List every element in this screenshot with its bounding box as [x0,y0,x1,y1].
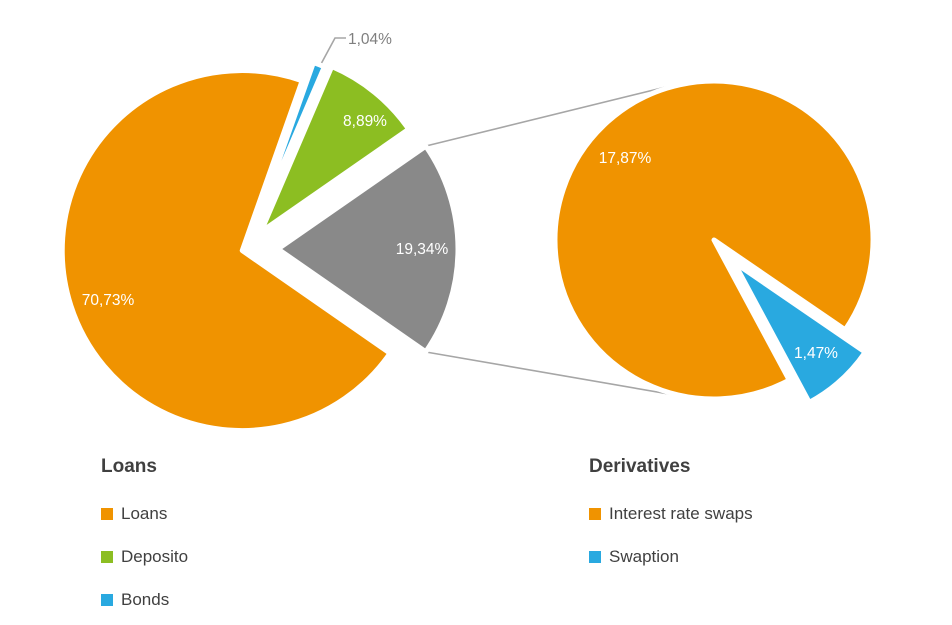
slice-derivatives-group [275,143,461,355]
leader-line-bonds [320,37,346,65]
legend-label: Interest rate swaps [609,504,753,523]
label-derivatives-group-pct: 19,34% [396,241,449,258]
legend-derivatives: Derivatives Interest rate swaps Swaption [589,455,753,591]
label-bonds-pct: 1,04% [348,31,392,48]
legend-label: Loans [121,504,168,523]
legend-item-deposito: Deposito [101,548,188,566]
legend-loans: Loans Loans Deposito Bonds [101,455,188,625]
label-interest-rate-swaps-pct: 17,87% [599,150,652,167]
legend-swatch-bonds [101,594,113,606]
legend-swatch-interest-rate-swaps [589,508,601,520]
slice-loans [59,68,393,433]
legend-swatch-swaption [589,551,601,563]
legend-title-loans: Loans [101,456,157,477]
label-deposito-pct: 8,89% [343,113,387,130]
primary-pie-loans [59,59,461,433]
legend-swatch-deposito [101,551,113,563]
legend-title-derivatives: Derivatives [589,456,691,477]
series-connector-lines [320,37,693,399]
secondary-pie-derivatives [552,78,876,405]
legend-label: Swaption [609,547,679,566]
slice-swaption [731,259,868,405]
legend-label: Deposito [121,547,189,566]
legend-item-swaption: Swaption [589,548,753,566]
legend-item-loans: Loans [101,505,188,523]
label-loans-pct: 70,73% [82,292,135,309]
connector-line-bottom [425,351,693,399]
slice-interest-rate-swaps [552,78,876,402]
legend-label: Bonds [121,590,170,609]
slice-bonds [251,59,327,235]
slice-deposito [258,63,412,235]
label-swaption-pct: 1,47% [794,345,838,362]
connector-line-top [425,85,671,147]
legend-item-bonds: Bonds [101,591,188,609]
data-labels: 70,73% 8,89% 1,04% 19,34% 17,87% 1,47% [82,31,838,362]
legend-swatch-loans [101,508,113,520]
legend-item-interest-rate-swaps: Interest rate swaps [589,505,753,523]
